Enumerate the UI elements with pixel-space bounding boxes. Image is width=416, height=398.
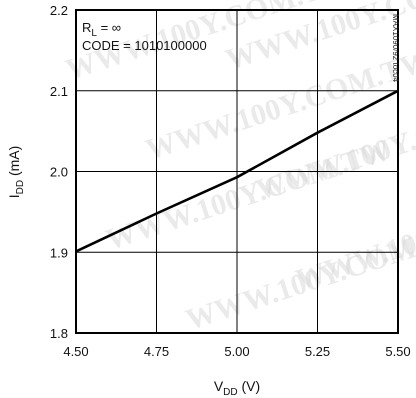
x-axis-label: VDD (V) bbox=[214, 378, 260, 398]
series-line bbox=[75, 89, 399, 253]
y-tick-label: 1.8 bbox=[50, 326, 68, 341]
x-tick-label: 5.00 bbox=[224, 344, 249, 359]
annotation-rl: RL = ∞ bbox=[82, 20, 121, 39]
x-tick-label: 4.50 bbox=[63, 344, 88, 359]
y-axis-label: IDD (mA) bbox=[6, 146, 26, 199]
y-tick-label: 2.2 bbox=[50, 3, 68, 18]
y-tick-label: 2.1 bbox=[50, 84, 68, 99]
annotation-code: CODE = 1010100000 bbox=[82, 38, 207, 53]
y-tick-label: 1.9 bbox=[50, 245, 68, 260]
grid-lines bbox=[76, 10, 398, 333]
x-tick-label: 4.75 bbox=[144, 344, 169, 359]
figure-id-label: MAX1090/92 toc04 bbox=[391, 14, 400, 83]
x-tick-label: 5.25 bbox=[305, 344, 330, 359]
x-tick-label: 5.50 bbox=[385, 344, 410, 359]
x-tick-labels: 4.50 4.75 5.00 5.25 5.50 bbox=[63, 344, 410, 359]
y-tick-label: 2.0 bbox=[50, 165, 68, 180]
y-tick-labels: 1.8 1.9 2.0 2.1 2.2 bbox=[50, 3, 68, 341]
